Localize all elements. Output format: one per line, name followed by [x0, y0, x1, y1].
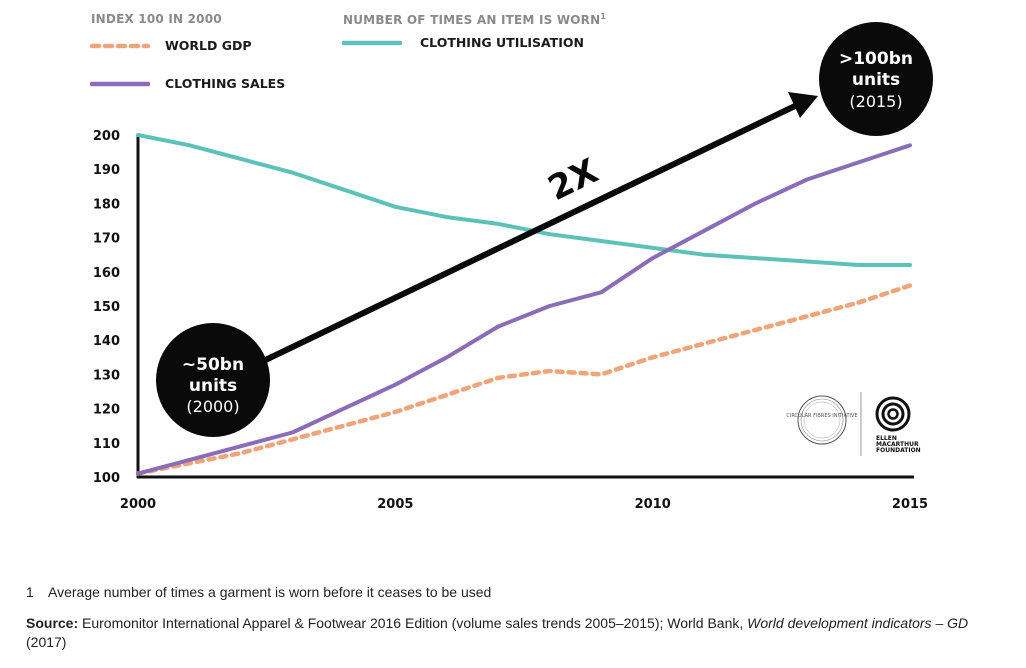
- legend-label-utilisation: CLOTHING UTILISATION: [420, 35, 584, 50]
- legend-title-worn: NUMBER OF TIMES AN ITEM IS WORN1: [343, 12, 606, 27]
- y-tick-label: 180: [93, 197, 120, 212]
- y-tick-label: 120: [93, 403, 120, 418]
- end-bubble: [819, 22, 933, 136]
- legend-swatch-gdp: [90, 43, 150, 49]
- x-tick-label: 2010: [635, 497, 671, 512]
- y-tick-label: 100: [93, 471, 120, 486]
- legend-swatch-utilisation: [342, 40, 402, 46]
- y-tick-label: 170: [93, 232, 120, 247]
- legend-label-gdp: WORLD GDP: [165, 38, 252, 53]
- y-tick-label: 190: [93, 163, 120, 178]
- source-text: Euromonitor International Apparel & Foot…: [82, 615, 744, 631]
- chart-series: [135, 133, 913, 476]
- chart-plot: 100 110 120 130 140 150 160 170 180 190 200 2000 200…: [93, 22, 933, 512]
- source-note: Source: Euromonitor International Appare…: [26, 614, 1011, 652]
- series-line-gdp: [135, 283, 913, 476]
- ellen-logo-line3: FOUNDATION: [876, 447, 921, 454]
- end-bubble-line1: >100bn: [839, 49, 913, 69]
- footnote: 1 Average number of times a garment is wo…: [26, 584, 491, 600]
- ellen-macarthur-logo-icon: ELLEN MACARTHUR FOUNDATION: [875, 396, 921, 454]
- logos: CIRCULAR FIBRES INITIATIVE ELLEN MACARTH…: [786, 392, 921, 456]
- x-tick-label: 2000: [120, 497, 156, 512]
- source-tail: (2017): [26, 634, 67, 650]
- source-label: Source:: [26, 615, 79, 631]
- legend-title-worn-text: NUMBER OF TIMES AN ITEM IS WORN: [343, 13, 601, 27]
- start-bubble-line1: ~50bn: [182, 355, 244, 375]
- start-bubble-line3: (2000): [186, 397, 239, 416]
- ellen-logo-line1: ELLEN: [876, 435, 897, 442]
- series-line-utilisation: [136, 133, 912, 267]
- y-tick-label: 140: [93, 334, 120, 349]
- y-tick-label: 110: [93, 437, 120, 452]
- y-tick-label: 160: [93, 266, 120, 281]
- legend-title-worn-sup: 1: [600, 12, 607, 21]
- circular-fibres-logo-text: CIRCULAR FIBRES INITIATIVE: [786, 413, 857, 419]
- legend-title-index: INDEX 100 IN 2000: [91, 12, 222, 26]
- footnote-text: Average number of times a garment is wor…: [48, 584, 492, 600]
- x-tick-label: 2015: [892, 497, 928, 512]
- end-bubble-line2: units: [852, 70, 900, 90]
- start-bubble: [156, 323, 270, 437]
- footnote-number: 1: [26, 584, 34, 600]
- y-tick-label: 200: [93, 129, 120, 144]
- start-bubble-line2: units: [189, 376, 237, 396]
- legend-swatch-sales: [90, 81, 150, 87]
- y-tick-label: 130: [93, 368, 120, 383]
- growth-arrow-head: [788, 92, 818, 118]
- circular-fibres-logo-icon: CIRCULAR FIBRES INITIATIVE: [786, 395, 858, 445]
- source-italic: World development indicators – GD: [747, 615, 969, 631]
- end-bubble-line3: (2015): [849, 92, 902, 111]
- series-line-sales: [136, 143, 912, 476]
- chart-axes: 100 110 120 130 140 150 160 170 180 190 200 2000 200…: [93, 129, 928, 512]
- ellen-logo-line2: MACARTHUR: [876, 441, 919, 448]
- legend-label-sales: CLOTHING SALES: [165, 76, 286, 91]
- y-tick-label: 150: [93, 300, 120, 315]
- x-tick-label: 2005: [377, 497, 413, 512]
- growth-arrow-line: [253, 103, 797, 368]
